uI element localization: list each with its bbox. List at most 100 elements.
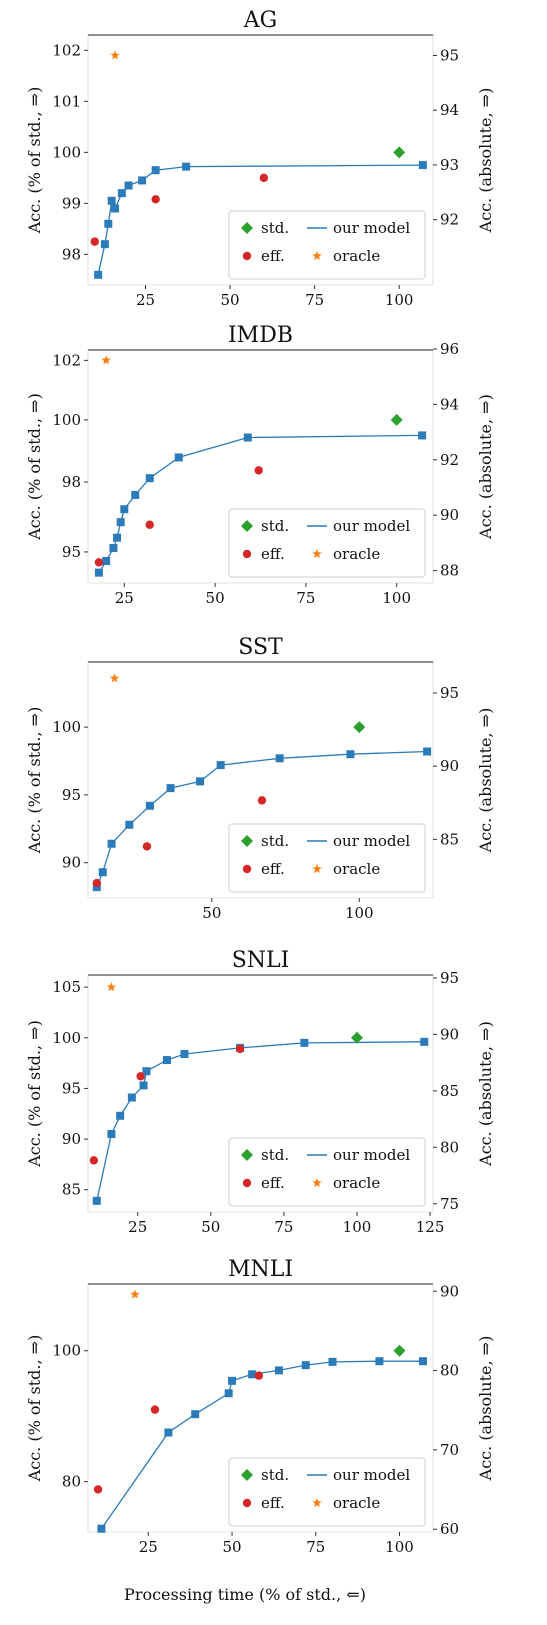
legend-label-std: std. [261,1466,289,1484]
data-point-eff [142,842,152,851]
legend-marker-eff [242,251,252,261]
data-point-model [116,518,125,527]
data-point-model [224,1389,233,1398]
x-tick-label: 100 [385,1538,414,1556]
chart-panel-snli: SNLI 25 50 75 100 125 85 90 95 100 105 75 80 85 90 95 Ac… [25,948,495,1236]
legend-marker-std [241,520,253,532]
data-point-eff [136,1072,145,1081]
data-point-model [111,204,120,213]
chart-title: SST [238,635,283,660]
data-point-model [300,1038,309,1047]
y2-tick-label: 90 [440,1025,459,1043]
legend-marker-oracle [312,864,322,874]
y2-tick-label: 95 [440,969,459,987]
data-point-model [346,750,355,759]
y-axis-label: Acc. (% of std., ⇒) [25,87,44,235]
legend-label-model: our model [333,1466,410,1484]
data-point-model [418,1357,427,1366]
legend-marker-std [241,222,253,234]
data-point-model [142,1067,151,1076]
data-point-model [124,181,133,190]
legend-label-eff: eff. [261,860,285,878]
y2-tick-label: 95 [440,684,459,702]
data-point-model [107,196,116,205]
legend: std. our model eff. oracle [228,508,426,578]
data-point-model [92,1196,101,1205]
data-point-model [94,568,103,577]
x-tick-label: 100 [345,904,374,922]
data-point-model [328,1357,337,1366]
data-point-eff [150,1405,160,1414]
data-point-model [274,1366,283,1375]
legend-marker-oracle [312,1498,322,1508]
data-point-eff [254,466,263,475]
data-point-oracle [130,1289,140,1299]
data-point-model [151,166,160,175]
data-point-std [350,1031,363,1044]
chart-title: MNLI [228,1257,293,1282]
y-tick-label: 80 [62,1473,81,1491]
legend-box [228,210,426,280]
data-point-std [393,146,406,159]
legend-box [228,508,426,578]
y2-tick-label: 96 [440,340,459,358]
data-point-model [375,1357,384,1366]
data-point-model [117,189,126,198]
data-point-model [243,433,252,442]
legend-label-eff: eff. [261,1494,285,1512]
data-point-eff [151,195,160,204]
chart-panel-mnli: MNLI 25 50 75 100 80 100 60 70 80 90 Acc. (% of std… [25,1257,495,1556]
legend-label-oracle: oracle [333,1494,380,1512]
data-point-model [125,820,134,829]
chart-title: IMDB [228,323,293,348]
legend-label-std: std. [261,832,289,850]
y-axis-label: Acc. (% of std., ⇒) [25,707,44,855]
x-tick-label: 25 [128,1218,147,1236]
legend-marker-eff [242,549,252,559]
data-point-eff [257,796,267,805]
data-point-model [100,240,109,249]
data-point-oracle [110,50,120,60]
data-point-model [139,1081,148,1090]
y2-axis-label: Acc. (absolute, ⇒) [476,1021,495,1167]
data-point-eff [235,1044,245,1054]
y2-tick-label: 75 [440,1195,459,1213]
data-point-model [162,1056,171,1065]
x-tick-label: 100 [385,291,414,309]
y2-tick-label: 93 [440,156,459,174]
chart-panel-sst: SST 50 100 90 95 100 85 90 95 Acc. (% of std., ⇒)… [25,635,495,922]
legend-label-eff: eff. [261,545,285,563]
data-point-model [180,1050,189,1058]
legend-box [228,823,426,893]
y-tick-label: 90 [62,1130,81,1148]
chart-title: SNLI [232,948,290,973]
data-point-eff [259,173,269,183]
legend-label-oracle: oracle [333,247,380,265]
x-tick-label: 75 [296,589,315,607]
data-point-model [420,1037,429,1046]
data-point-model [145,801,154,810]
data-point-model [418,431,427,440]
y-tick-label: 105 [52,978,81,996]
data-point-model [107,839,116,848]
data-point-model [301,1361,310,1370]
y2-tick-label: 80 [440,1362,459,1380]
y2-tick-label: 85 [440,830,459,848]
data-point-model [418,161,427,170]
data-point-oracle [106,982,117,992]
y-axis-label: Acc. (% of std., ⇒) [25,1335,44,1483]
data-point-model [216,761,225,770]
data-point-model [138,176,147,185]
y2-tick-label: 90 [440,506,459,524]
y2-tick-label: 60 [440,1520,459,1538]
y-tick-label: 95 [62,786,81,804]
y-tick-label: 100 [52,143,81,161]
legend-label-std: std. [261,517,289,535]
y2-tick-label: 80 [440,1138,459,1156]
legend-marker-std [241,1469,253,1481]
data-point-model [116,1111,125,1120]
legend-box [228,1137,426,1207]
y-tick-label: 95 [62,543,81,561]
x-tick-label: 25 [139,1538,158,1556]
